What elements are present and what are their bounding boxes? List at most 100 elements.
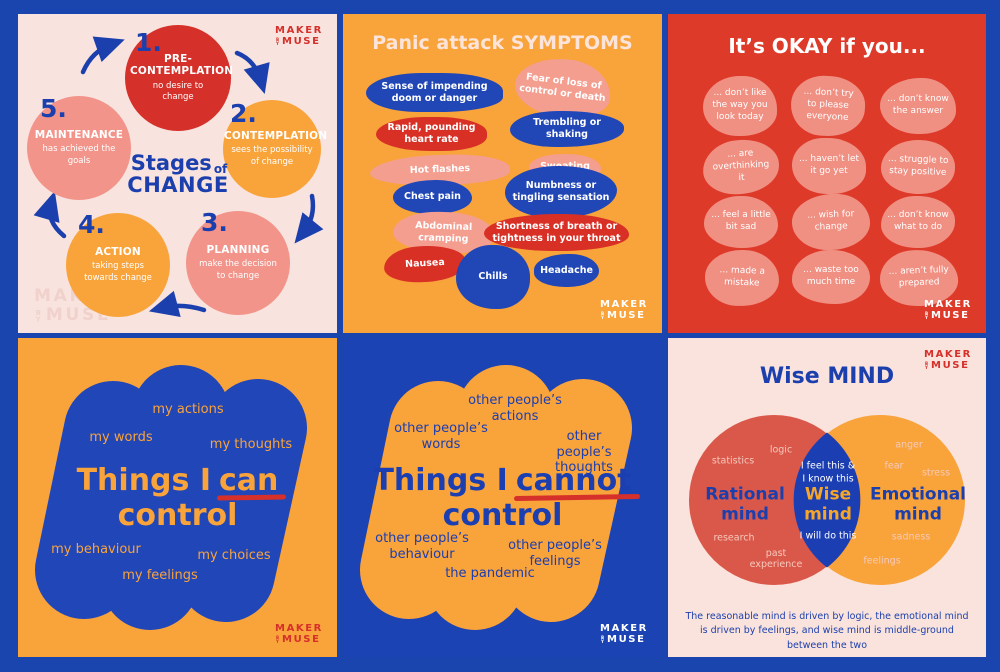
venn-left-name: Rational mind (705, 484, 785, 525)
symptom-blob: Chest pain (393, 180, 472, 214)
stage-title: MAINTENANCE (34, 129, 124, 142)
symptom-blob: Headache (534, 254, 599, 287)
okay-blob: ... feel a little bit sad (704, 196, 778, 248)
control-label: other people’s behaviour (375, 531, 469, 562)
wise-mind-card: Wise MIND Rational mind Emotional mind W… (668, 338, 986, 657)
venn-word: research (713, 532, 755, 544)
stage-title: ACTION (95, 246, 141, 259)
venn-word: fear (884, 460, 904, 472)
symptom-label: Headache (540, 264, 593, 276)
stage-circle-maintenance: MAINTENANCE has achieved the goals (27, 96, 131, 200)
okay-label: ... struggle to stay positive (887, 154, 949, 178)
stage-number: 5. (40, 94, 67, 123)
symptom-label: Chills (478, 271, 508, 283)
venn-word: anger (895, 439, 923, 451)
stage-circle-precontemplation: PRE-CONTEMPLATION no desire to change (125, 25, 234, 131)
panel-title: It’s OKAY if you... (728, 34, 926, 58)
things-i-cannot-control-card: other people’s actions other people’s wo… (343, 338, 662, 657)
underlined-word: can (219, 463, 279, 498)
okay-blob: ... made a mistake (704, 248, 780, 308)
stage-number: 3. (201, 208, 228, 237)
control-label: my words (89, 430, 153, 445)
stage-title: PRE-CONTEMPLATION (130, 53, 234, 78)
title-word-of: of (213, 162, 228, 176)
venn-center-line: I feel this & (800, 460, 856, 472)
control-label: my actions (152, 402, 224, 417)
scribble-blob-graphic (360, 365, 632, 630)
symptom-label: Sense of impending doom or danger (381, 80, 488, 104)
okay-label: ... don’t know the answer (887, 94, 949, 116)
venn-word: logic (769, 444, 793, 456)
symptom-blob: Numbness or tingling sensation (505, 166, 617, 218)
okay-blob: ... waste too much time (792, 250, 870, 304)
okay-blob: ... are overthinking it (701, 138, 781, 196)
venn-word: sadness (891, 531, 931, 543)
okay-blob: ... struggle to stay positive (880, 138, 956, 196)
title-word-stages: Stages (130, 151, 212, 175)
symptom-label: Nausea (404, 257, 446, 271)
arrow-1-to-2-icon (234, 50, 270, 94)
maker-by-muse-logo: MAKER BY MUSE (924, 299, 972, 321)
scribble-blob-graphic (35, 365, 307, 630)
maker-by-muse-logo: MAKER BY MUSE (600, 623, 648, 645)
stage-circle-planning: PLANNING make the decision to change (186, 211, 290, 315)
symptom-label: Trembling or shaking (533, 117, 601, 140)
stage-desc: no desire to change (152, 80, 204, 102)
okay-label: ... don’t try to please everyone (803, 87, 854, 123)
underlined-word: cannot (515, 463, 632, 498)
okay-label: ... don’t like the way you look today (712, 88, 768, 122)
control-label: other people’s feelings (508, 538, 602, 569)
control-label: my choices (197, 548, 271, 563)
symptom-blob: Chills (456, 245, 530, 309)
okay-blob: ... haven’t let it go yet (792, 138, 866, 194)
symptom-blob: Nausea (383, 243, 467, 285)
maker-by-muse-logo: MAKER BY MUSE (275, 623, 323, 645)
panic-attack-symptoms-card: Panic attack SYMPTOMS Sense of impending… (343, 14, 662, 333)
okay-label: ... wish for change (807, 209, 855, 233)
stage-number: 4. (78, 210, 105, 239)
venn-word: statistics (711, 455, 755, 467)
panel-title: Panic attack SYMPTOMS (372, 32, 633, 54)
cycle-arrows-graphic (33, 36, 324, 318)
okay-label: ... waste too much time (803, 265, 859, 287)
venn-diagram (689, 415, 965, 585)
stage-number: 2. (230, 99, 257, 128)
stage-title: CONTEMPLATION (224, 130, 328, 143)
okay-label: ... don’t know what to do (887, 210, 949, 232)
symptom-label: Abdominal cramping (415, 219, 473, 245)
things-i-can-control-card: my actions my words my thoughts my behav… (18, 338, 337, 657)
control-label: my thoughts (209, 437, 293, 452)
symptom-blob: Shortness of breath or tightness in your… (484, 214, 629, 251)
stages-of-change-card: 1. 2. 3. 4. 5. PRE-CONTEMPLATION no desi… (18, 14, 337, 333)
okay-blob: ... don’t know what to do (881, 196, 955, 248)
stage-desc: make the decision to change (199, 259, 277, 281)
stage-circle-contemplation: CONTEMPLATION sees the possibility of ch… (223, 100, 328, 198)
title-word-change: CHANGE (127, 173, 229, 198)
control-label: the pandemic (445, 566, 535, 581)
venn-word: past experience (749, 548, 803, 570)
control-label: my behaviour (51, 542, 141, 557)
symptom-label: Fear of loss of control or death (518, 71, 607, 105)
maker-by-muse-logo: MAKER BY MUSE (275, 25, 323, 47)
control-label: other people’s actions (468, 393, 562, 424)
panel-title: Wise MIND (759, 364, 895, 389)
okay-label: ... made a mistake (719, 265, 766, 289)
okay-blob: ... don’t try to please everyone (789, 74, 867, 138)
symptom-label: Rapid, pounding heart rate (387, 122, 476, 145)
stage-desc: has achieved the goals (42, 144, 116, 166)
control-label: my feelings (122, 568, 198, 583)
its-okay-card: It’s OKAY if you... ... don’t like the w… (668, 14, 986, 333)
maker-by-muse-logo: MAKER BY MUSE (924, 349, 972, 371)
venn-overlap-lens (793, 432, 861, 568)
venn-word: feelings (863, 555, 901, 567)
symptom-label: Hot flashes (409, 163, 471, 177)
okay-blob: ... don’t like the way you look today (703, 76, 777, 136)
venn-center-line: I will do this (799, 530, 857, 542)
caption: The reasonable mind is driven by logic, … (685, 611, 969, 651)
venn-word: stress (921, 467, 951, 479)
okay-label: ... are overthinking it (712, 148, 770, 183)
okay-label: ... aren’t fully prepared (888, 265, 950, 289)
